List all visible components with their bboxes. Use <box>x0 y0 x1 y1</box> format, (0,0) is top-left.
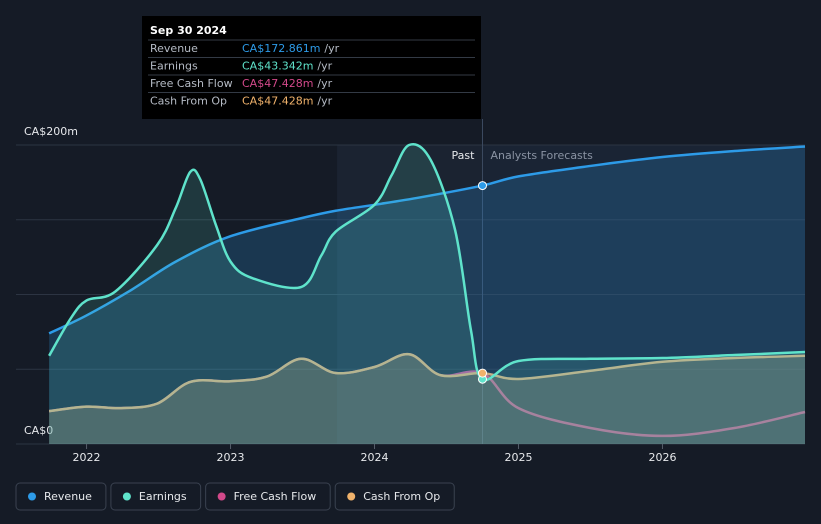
series-line <box>48 145 806 335</box>
tooltip-label: Free Cash Flow <box>150 77 233 90</box>
series-line <box>48 143 806 382</box>
tooltip-value-text: CA$172.861m <box>242 42 320 55</box>
legend-box[interactable] <box>334 482 455 511</box>
x-tick-label: 2022 <box>73 451 101 464</box>
hover-dot <box>477 181 487 191</box>
x-tick-label: 2023 <box>217 451 245 464</box>
legend-item[interactable]: Cash From Op <box>334 482 455 511</box>
tooltip-value-text: CA$47.428m <box>242 95 313 108</box>
series-line <box>48 353 806 413</box>
tooltip-unit: /yr <box>324 42 339 55</box>
tooltip-value: CA$43.342m/yr <box>242 60 333 73</box>
forecast-label: Analysts Forecasts <box>490 149 593 162</box>
tooltip-value: CA$172.861m/yr <box>242 42 340 55</box>
legend-dot <box>217 492 226 501</box>
tooltip-unit: /yr <box>317 77 332 90</box>
tooltip-value-text: CA$47.428m <box>242 77 313 90</box>
legend-label: Free Cash Flow <box>234 490 317 503</box>
legend-box[interactable] <box>205 482 331 511</box>
tooltip-value: CA$47.428m/yr <box>242 95 333 108</box>
area <box>49 144 805 444</box>
tooltip-label: Earnings <box>150 60 198 73</box>
tooltip-title: Sep 30 2024 <box>150 24 227 37</box>
legend-dot <box>122 492 131 501</box>
tooltip-label: Revenue <box>150 42 198 55</box>
tooltip-box <box>142 16 481 119</box>
legend-box[interactable] <box>110 482 202 511</box>
legend-item[interactable]: Free Cash Flow <box>205 482 331 511</box>
legend-label: Cash From Op <box>363 490 440 503</box>
tooltip-value-text: CA$43.342m <box>242 60 313 73</box>
y-tick-label: CA$0 <box>24 424 53 437</box>
legend-item[interactable]: Earnings <box>110 482 202 511</box>
x-tick-label: 2025 <box>504 451 532 464</box>
past-label: Past <box>452 149 476 162</box>
legend-dot <box>347 492 356 501</box>
y-tick-label: CA$200m <box>24 125 78 138</box>
tooltip-label: Cash From Op <box>150 95 227 108</box>
tooltip-value: CA$47.428m/yr <box>242 77 333 90</box>
tooltip-unit: /yr <box>317 60 332 73</box>
legend-label: Revenue <box>44 490 92 503</box>
tooltip: Sep 30 2024 Revenue CA$172.861m/yr Earnings… <box>142 16 481 119</box>
area <box>49 354 805 444</box>
area <box>49 146 805 444</box>
x-tick-label: 2024 <box>361 451 389 464</box>
legend-item[interactable]: Revenue <box>15 482 107 511</box>
legend-box[interactable] <box>15 482 107 511</box>
legend-label: Earnings <box>139 490 187 503</box>
x-tick-label: 2026 <box>648 451 676 464</box>
hover-dot <box>477 368 487 378</box>
tooltip-unit: /yr <box>317 95 332 108</box>
legend-dot <box>28 492 36 501</box>
